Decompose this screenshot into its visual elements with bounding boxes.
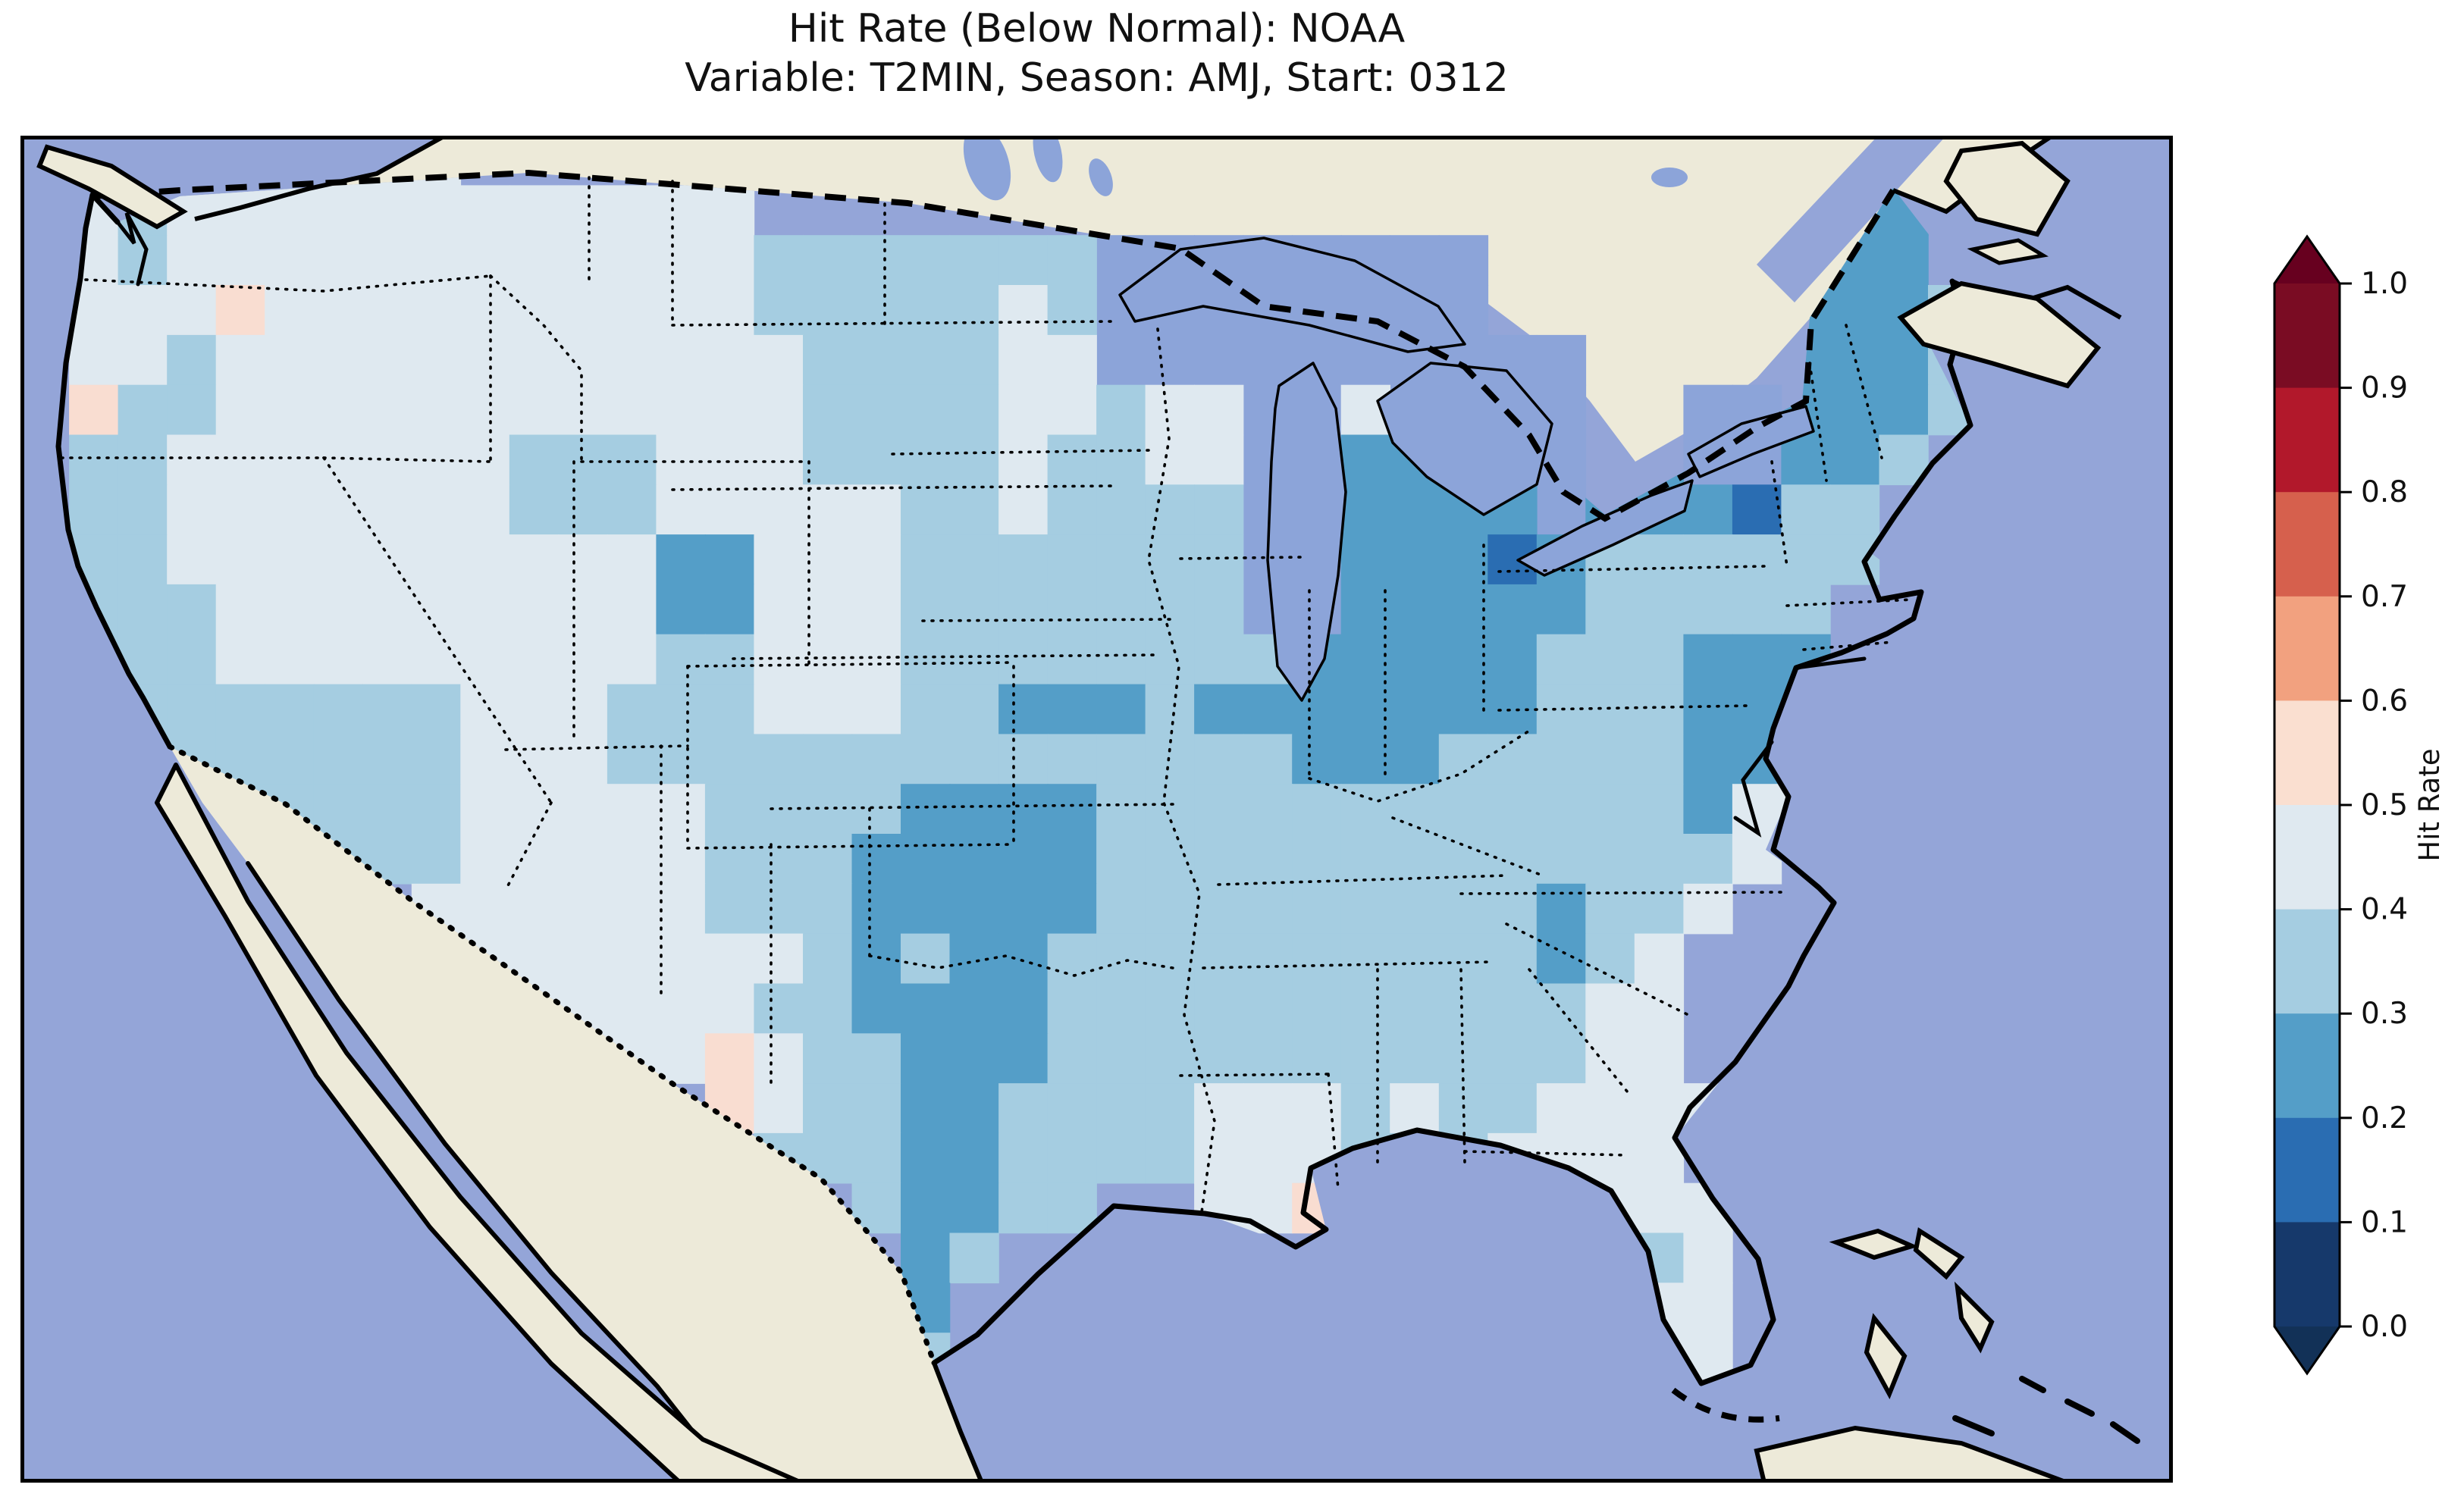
colorbar-tick-label: 0.1 bbox=[2361, 1205, 2408, 1239]
puget-sound-coast bbox=[115, 211, 149, 287]
bahamas-island bbox=[1913, 1227, 1965, 1280]
colorbar-tick-label: 0.0 bbox=[2361, 1310, 2408, 1344]
colorbar-tick-label: 0.7 bbox=[2361, 580, 2408, 614]
bahamas-island bbox=[1954, 1281, 1995, 1354]
gulf-atlantic-coastline bbox=[931, 278, 1973, 1386]
colorbar-tick-label: 0.5 bbox=[2361, 788, 2408, 822]
colorbar-over-arrow bbox=[2274, 236, 2340, 283]
vancouver-island bbox=[36, 144, 188, 230]
mexico-coastline bbox=[246, 861, 735, 1483]
colorbar-segment bbox=[2274, 387, 2340, 493]
colorbar-tick-label: 0.6 bbox=[2361, 684, 2408, 718]
lake-ontario bbox=[1687, 405, 1815, 478]
mexico-gulf-coast bbox=[932, 1361, 984, 1483]
small-island bbox=[2019, 1376, 2046, 1393]
long-island-coast bbox=[1794, 656, 1867, 670]
colorbar-segment bbox=[2274, 805, 2340, 910]
colorbar-under-arrow bbox=[2274, 1326, 2340, 1373]
colorbar-tick-label: 1.0 bbox=[2361, 267, 2408, 301]
colorbar-tick-label: 0.3 bbox=[2361, 997, 2408, 1031]
colorbar-axis-label: Hit Rate bbox=[2413, 748, 2446, 861]
mexico-landmass bbox=[170, 747, 982, 1483]
colorbar: 1.0 0.9 0.8 0.7 0.6 0.5 0.4 0.3 0.2 0.1 0.0 Hit Rat… bbox=[2273, 234, 2446, 1376]
cuba bbox=[1754, 1425, 2069, 1483]
us-mexico-border bbox=[167, 744, 937, 1366]
us-hit-rate-map bbox=[20, 136, 2173, 1483]
small-island bbox=[2064, 1398, 2095, 1417]
small-island bbox=[2110, 1421, 2140, 1444]
colorbar-tick-label: 0.2 bbox=[2361, 1101, 2408, 1135]
colorbar-segment bbox=[2274, 700, 2340, 806]
colorbar-segment bbox=[2274, 283, 2340, 389]
figure-title: Hit Rate (Below Normal): NOAA Variable: … bbox=[20, 5, 2173, 103]
bahamas-island bbox=[1864, 1313, 1908, 1400]
pacific-coastline bbox=[55, 192, 173, 750]
colorbar-segment bbox=[2274, 492, 2340, 597]
florida-keys bbox=[1671, 1387, 1780, 1423]
nova-scotia bbox=[1897, 280, 2102, 389]
canada-lake bbox=[1651, 168, 1688, 187]
colorbar-segment bbox=[2274, 1222, 2340, 1327]
prince-edward-island bbox=[1967, 238, 2049, 265]
colorbar-segment bbox=[2274, 909, 2340, 1014]
map-frame bbox=[20, 136, 2173, 1483]
data-grid-cells bbox=[69, 173, 1970, 1383]
colorbar-segment bbox=[2274, 596, 2340, 701]
colorbar-tick-label: 0.9 bbox=[2361, 371, 2408, 406]
newfoundland bbox=[1943, 140, 2071, 237]
st-lawrence-river bbox=[1757, 136, 1946, 302]
baja-california bbox=[155, 763, 804, 1483]
bc-coastline bbox=[194, 136, 447, 221]
us-canada-border bbox=[92, 169, 1896, 522]
figure-title-line1: Hit Rate (Below Normal): NOAA bbox=[788, 6, 1406, 52]
small-island bbox=[1952, 1415, 1995, 1436]
colorbar-segment bbox=[2274, 1117, 2340, 1223]
figure-title-line2: Variable: T2MIN, Season: AMJ, Start: 031… bbox=[685, 55, 1509, 101]
canada-lake bbox=[963, 136, 1011, 201]
state-borders bbox=[60, 176, 1914, 1214]
canada-lake bbox=[1089, 158, 1113, 196]
colorbar-tick-label: 0.4 bbox=[2361, 893, 2408, 927]
colorbar-segment bbox=[2274, 1013, 2340, 1119]
chesapeake-bay-coast bbox=[1733, 740, 1774, 838]
colorbar-tick-label: 0.8 bbox=[2361, 475, 2408, 509]
lake-huron bbox=[1376, 362, 1553, 516]
lake-michigan bbox=[1266, 362, 1347, 702]
bahamas-island bbox=[1829, 1228, 1919, 1261]
